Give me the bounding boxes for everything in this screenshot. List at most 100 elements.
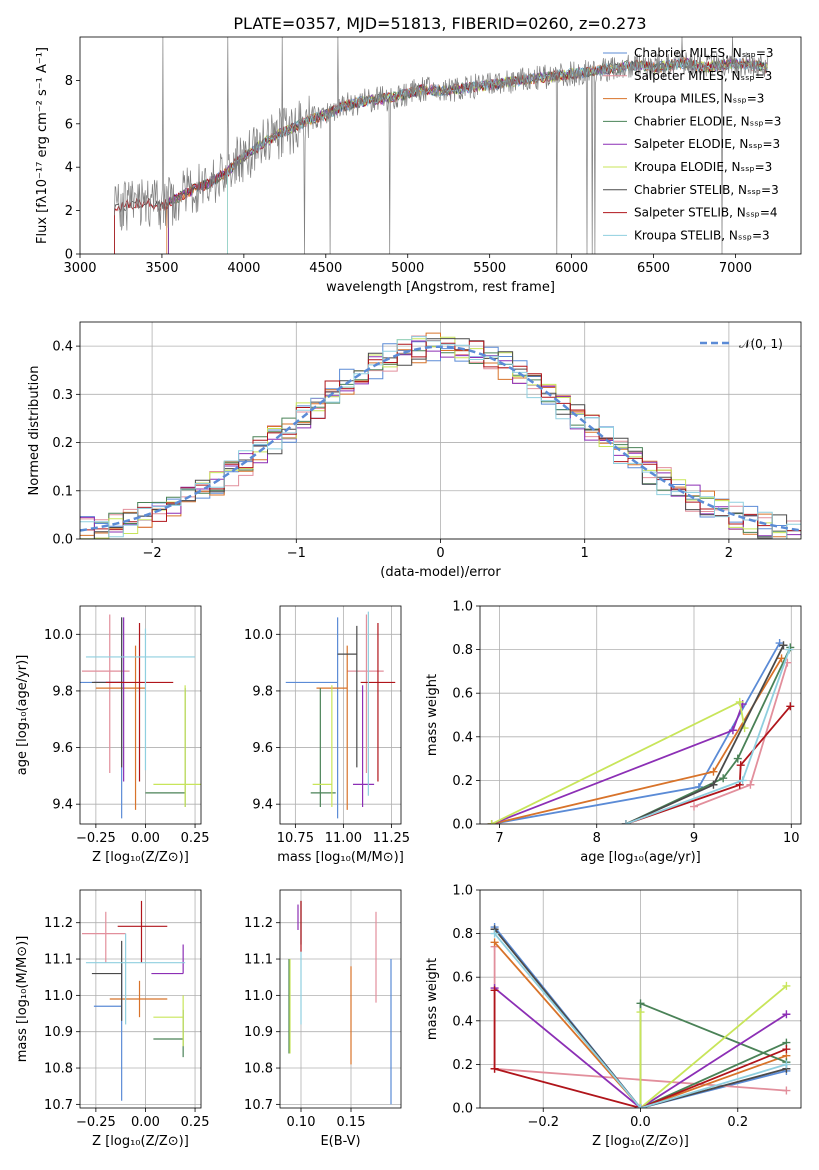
mass_vs_Z-point [91, 940, 123, 1021]
mass_vs_ebv-ytick-label: 10.7 [244, 1098, 273, 1113]
spectrum-ytick-label: 4 [65, 161, 73, 176]
residual-legend: 𝒩(0, 1) [700, 337, 783, 351]
weight_vs_age-xtick-label: 9 [690, 831, 698, 846]
residuals-ytick-label: 0.0 [52, 533, 73, 548]
age_vs_Z-point [95, 645, 146, 810]
mass_vs_Z-point [151, 944, 184, 975]
spectrum-xtick-label: 4000 [227, 261, 260, 276]
weight_vs_Z-series-line [493, 928, 787, 1108]
weight_vs_Z-xtick-label: 0.0 [630, 1115, 651, 1130]
mass_vs_Z-ytick-label: 11.2 [44, 916, 73, 931]
mass_vs_Z-plot-area [81, 900, 186, 1101]
weight_vs_Z-xtick-label: 0.2 [727, 1115, 748, 1130]
age_vs_Z-ytick-label: 9.8 [52, 684, 73, 699]
weight_vs_age-marker [719, 774, 728, 783]
weight_vs_age-marker [733, 754, 742, 763]
weight_vs_Z-ylabel: mass weight [425, 958, 440, 1040]
weight_vs_Z-series-line [494, 987, 787, 1108]
mass_vs_Z-ytick-label: 11.1 [44, 953, 73, 968]
mass_vs_ebv-plot-area [288, 900, 392, 1105]
residuals-plot-area [80, 332, 801, 539]
spectrum-xtick-label: 5000 [391, 261, 424, 276]
spectrum-model-line [114, 57, 768, 254]
mass_vs_Z-point [117, 900, 168, 963]
mass_vs_Z-ytick-label: 11.0 [44, 989, 73, 1004]
weight_vs_Z-ytick-label: 0.4 [452, 1014, 473, 1029]
legend-entry: Chabrier STELIB, Nₛₛₚ=3 [634, 183, 779, 197]
weight_vs_Z-series-line [639, 1002, 787, 1108]
mass_vs_ebv-ytick-label: 11.2 [244, 916, 273, 931]
spectrum-xtick-label: 5500 [473, 261, 506, 276]
weight_vs_age-xtick-label: 7 [495, 831, 503, 846]
spectrum-data-line [114, 37, 769, 254]
age_vs_Z-plot-area [80, 614, 201, 819]
spectrum-xlabel: wavelength [Angstrom, rest frame] [326, 280, 555, 295]
weight_vs_age-xtick-label: 10 [783, 831, 800, 846]
legend-entry: Kroupa STELIB, Nₛₛₚ=3 [634, 228, 770, 242]
weight_vs_Z-marker [782, 1010, 791, 1019]
weight_vs_age-ytick-label: 1.0 [452, 600, 473, 615]
weight_vs_age-marker [738, 776, 747, 785]
spectrum-plot-area [114, 37, 769, 254]
weight_vs_Z-marker [490, 938, 499, 947]
weight_vs_Z-series-line [493, 933, 787, 1108]
mass_vs_ebv-ytick-label: 11.0 [244, 989, 273, 1004]
age_vs_Z-panel: −0.25 0.00 0.25 9.4 9.6 9.8 10.0 Z [log₁₀(Z/Z⊙)… [15, 605, 210, 865]
weight_vs_Z-marker [782, 1060, 791, 1069]
age_vs_mass-ytick-label: 9.6 [252, 741, 273, 756]
weight_vs_Z-series-line [493, 990, 787, 1108]
mass_vs_Z-xtick-label: 0.25 [181, 1115, 210, 1130]
figure-title: PLATE=0357, MJD=51813, FIBERID=0260, z=0… [233, 14, 646, 33]
weight_vs_age-panel: 7 8 9 10 0.0 0.2 0.4 0.6 0.8 1.0 age [log₁₀(age/yr… [425, 600, 802, 865]
age_vs_Z-xtick-label: 0.25 [181, 831, 210, 846]
weight_vs_age-ylabel: mass weight [425, 674, 440, 756]
normal-curve [80, 345, 801, 532]
spectrum-xtick-label: 3000 [63, 261, 96, 276]
mass_vs_ebv-xlabel: E(B-V) [320, 1134, 360, 1149]
mass_vs_ebv-ytick-label: 10.9 [244, 1025, 273, 1040]
weight_vs_age-xlabel: age [log₁₀(age/yr)] [580, 850, 701, 865]
spectrum-xtick-label: 6000 [555, 261, 588, 276]
spectrum-ytick-label: 6 [65, 117, 73, 132]
weight_vs_Z-series-line [639, 985, 787, 1108]
legend-entry: Chabrier MILES, Nₛₛₚ=3 [634, 46, 774, 60]
weight_vs_Z-marker [636, 1104, 645, 1108]
age_vs_mass-ytick-label: 10.0 [244, 628, 273, 643]
spectrum-model-line [114, 58, 768, 254]
mass_vs_ebv-panel: 0.10 0.15 10.7 10.8 10.9 11.0 11.1 11.2 E(B-V) [244, 889, 402, 1149]
weight_vs_age-marker [779, 641, 788, 650]
weight_vs_age-marker [735, 697, 744, 706]
mass_vs_Z-ytick-label: 10.7 [44, 1098, 73, 1113]
age_vs_mass-point [312, 685, 333, 808]
age_vs_mass-point [285, 617, 339, 819]
weight_vs_age-series-line [625, 705, 791, 824]
age_vs_Z-ytick-label: 9.6 [52, 741, 73, 756]
weight_vs_age-plot-area [487, 639, 795, 824]
weight_vs_Z-marker [782, 981, 791, 990]
age_vs_mass-panel: 10.75 11.00 11.25 9.4 9.6 9.8 10.0 mass [log₁₀(… [244, 605, 410, 865]
age_vs_Z-point [85, 628, 196, 771]
spectrum-xtick-label: 6500 [637, 261, 670, 276]
spectrum-panel: 3000 3500 4000 4500 5000 5500 6000 6500 7000 0 2 4 6… [35, 36, 802, 295]
weight_vs_age-frame [479, 605, 802, 825]
weight_vs_Z-xtick-label: −0.2 [527, 1115, 559, 1130]
mass_vs_Z-panel: −0.25 0.00 0.25 10.7 10.8 10.9 11.0 11.1 11.2 Z [… [15, 889, 210, 1149]
age_vs_mass-ytick-label: 9.8 [252, 684, 273, 699]
spectrum-ytick-label: 2 [65, 204, 73, 219]
weight_vs_Z-marker [636, 1008, 645, 1017]
age_vs_mass-xtick-label: 11.25 [373, 831, 410, 846]
weight_vs_age-ytick-label: 0.2 [452, 774, 473, 789]
legend-entry: Salpeter MILES, Nₛₛₚ=3 [634, 69, 772, 83]
residuals-ytick-label: 0.4 [52, 340, 73, 355]
weight_vs_Z-ytick-label: 1.0 [452, 884, 473, 899]
weight_vs_Z-series-line [493, 941, 787, 1108]
mass_vs_Z-xtick-label: −0.25 [76, 1115, 116, 1130]
weight_vs_Z-ytick-label: 0.8 [452, 927, 473, 942]
age_vs_Z-ytick-label: 10.0 [44, 628, 73, 643]
age_vs_Z-ytick-label: 9.4 [52, 798, 73, 813]
spectrum-ylabel: Flux [fλ10⁻¹⁷ erg cm⁻² s⁻¹ A⁻¹] [35, 47, 50, 244]
weight_vs_Z-ytick-label: 0.0 [452, 1102, 473, 1117]
legend-entry: Salpeter ELODIE, Nₛₛₚ=3 [634, 137, 780, 151]
mass_vs_ebv-ytick-label: 11.1 [244, 953, 273, 968]
age_vs_mass-ytick-label: 9.4 [252, 798, 273, 813]
